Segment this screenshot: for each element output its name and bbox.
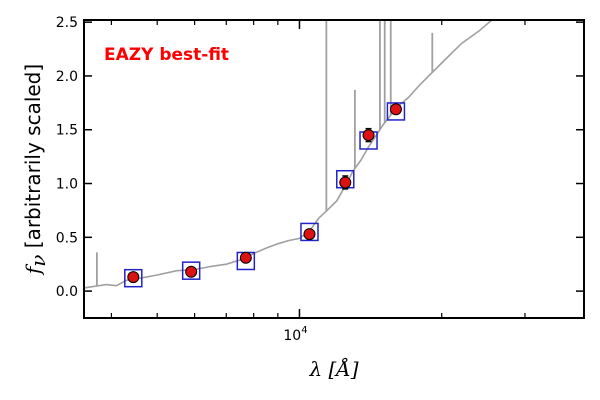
plot-frame <box>83 19 585 319</box>
chart-annotation: EAZY best-fit <box>104 45 229 65</box>
model-photometry-box <box>386 102 406 121</box>
x-axis-unit: [Å] <box>328 356 358 381</box>
x-axis-symbol: λ <box>308 357 322 381</box>
observed-point <box>362 129 375 142</box>
x-axis-title: λ [Å] <box>308 356 358 381</box>
observed-point <box>239 251 252 264</box>
y-tick-label: 0.5 <box>56 230 78 246</box>
y-axis-subscript: ν <box>26 255 50 267</box>
observed-point <box>303 228 316 241</box>
y-tick-label: 0.0 <box>56 284 78 300</box>
y-axis-title: fν [arbitrarily scaled] <box>21 64 50 276</box>
model-photometry-box <box>124 268 143 288</box>
y-axis-text: [arbitrarily scaled] <box>21 64 45 248</box>
observed-point <box>339 176 352 189</box>
y-tick-label: 2.0 <box>56 69 78 85</box>
x-tick-label: 104 <box>283 325 307 344</box>
marks-layer <box>124 102 406 288</box>
observed-point <box>185 265 198 278</box>
model-photometry-box <box>181 261 201 280</box>
observed-point <box>389 103 402 116</box>
y-tick-label: 1.0 <box>56 177 78 193</box>
model-photometry-box <box>300 222 319 242</box>
y-tick-label: 1.5 <box>56 123 78 139</box>
y-tick-label: 2.5 <box>56 15 78 31</box>
axis-ticks: 0.0 0.5 1.0 1.5 2.0 2.5 104 <box>56 15 585 344</box>
observed-point <box>127 271 140 284</box>
